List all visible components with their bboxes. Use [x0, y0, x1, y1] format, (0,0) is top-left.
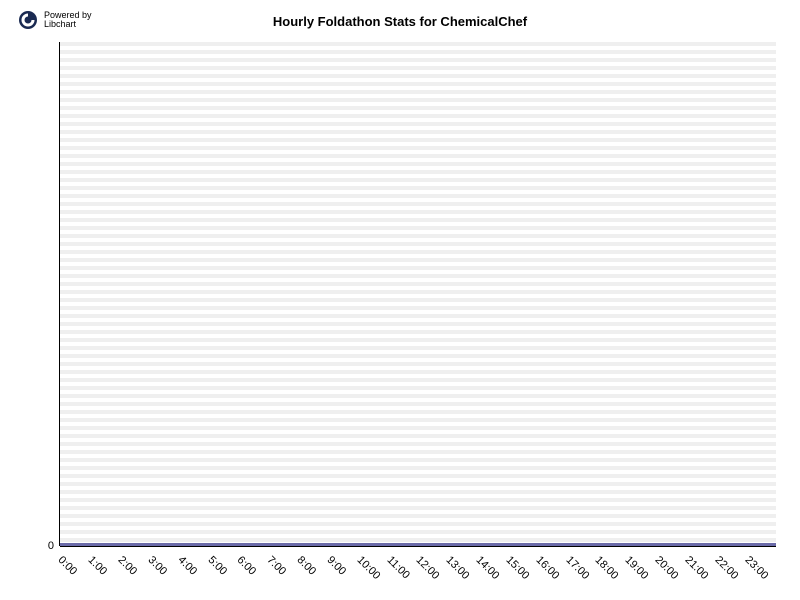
grid-line — [60, 414, 776, 418]
y-axis-line — [59, 42, 60, 546]
grid-line — [60, 302, 776, 306]
x-tick-label: 7:00 — [265, 554, 289, 578]
grid-line — [60, 190, 776, 194]
x-tick-label: 18:00 — [593, 554, 621, 582]
grid-line — [60, 470, 776, 474]
grid-line — [60, 334, 776, 338]
grid-line — [60, 206, 776, 210]
grid-line — [60, 366, 776, 370]
grid-line — [60, 158, 776, 162]
grid-line — [60, 326, 776, 330]
x-tick-label: 21:00 — [682, 554, 710, 582]
x-tick-label: 23:00 — [742, 554, 770, 582]
grid-line — [60, 118, 776, 122]
x-tick-label: 19:00 — [623, 554, 651, 582]
x-tick-label: 6:00 — [235, 554, 259, 578]
x-tick-label: 15:00 — [503, 554, 531, 582]
x-tick-label: 1:00 — [86, 554, 110, 578]
grid-line — [60, 142, 776, 146]
grid-line — [60, 102, 776, 106]
x-tick-label: 14:00 — [474, 554, 502, 582]
grid-line — [60, 262, 776, 266]
grid-line — [60, 86, 776, 90]
grid-line — [60, 382, 776, 386]
grid-line — [60, 342, 776, 346]
grid-line — [60, 214, 776, 218]
x-tick-label: 8:00 — [295, 554, 319, 578]
grid-line — [60, 174, 776, 178]
grid-line — [60, 134, 776, 138]
x-tick-label: 5:00 — [205, 554, 229, 578]
grid-line — [60, 54, 776, 58]
x-tick-label: 20:00 — [653, 554, 681, 582]
grid-line — [60, 150, 776, 154]
x-tick-label: 9:00 — [324, 554, 348, 578]
chart-title: Hourly Foldathon Stats for ChemicalChef — [0, 14, 800, 29]
grid-line — [60, 318, 776, 322]
grid-line — [60, 510, 776, 514]
grid-line — [60, 94, 776, 98]
grid-line — [60, 270, 776, 274]
grid-line — [60, 478, 776, 482]
grid-line — [60, 486, 776, 490]
plot-area — [60, 42, 776, 546]
x-tick-label: 13:00 — [444, 554, 472, 582]
grid-line — [60, 198, 776, 202]
grid-line — [60, 422, 776, 426]
grid-line — [60, 526, 776, 530]
grid-line — [60, 294, 776, 298]
grid-line — [60, 126, 776, 130]
grid-line — [60, 462, 776, 466]
grid-line — [60, 62, 776, 66]
grid-line — [60, 78, 776, 82]
grid-line — [60, 502, 776, 506]
x-tick-label: 4:00 — [175, 554, 199, 578]
grid-line — [60, 254, 776, 258]
x-tick-label: 11:00 — [384, 554, 411, 581]
x-tick-label: 22:00 — [712, 554, 740, 582]
grid-line — [60, 310, 776, 314]
grid-line — [60, 350, 776, 354]
x-tick-label: 16:00 — [533, 554, 561, 582]
grid-line — [60, 438, 776, 442]
grid-line — [60, 534, 776, 538]
grid-line — [60, 494, 776, 498]
x-tick-label: 3:00 — [145, 554, 169, 578]
chart-container: { "logo": { "powered_by": "Powered by", … — [0, 0, 800, 600]
grid-line — [60, 454, 776, 458]
x-tick-label: 10:00 — [354, 554, 382, 582]
grid-line — [60, 358, 776, 362]
grid-line — [60, 446, 776, 450]
grid-line — [60, 182, 776, 186]
grid-line — [60, 230, 776, 234]
x-tick-label: 2:00 — [116, 554, 140, 578]
grid-line — [60, 286, 776, 290]
y-tick-label: 0 — [48, 540, 54, 552]
grid-line — [60, 70, 776, 74]
grid-line — [60, 278, 776, 282]
grid-line — [60, 46, 776, 50]
grid-line — [60, 518, 776, 522]
grid-line — [60, 398, 776, 402]
x-tick-label: 0:00 — [56, 554, 80, 578]
grid-line — [60, 166, 776, 170]
grid-line — [60, 222, 776, 226]
grid-line — [60, 374, 776, 378]
grid-line — [60, 430, 776, 434]
grid-line — [60, 390, 776, 394]
grid-line — [60, 238, 776, 242]
x-axis-line — [60, 546, 776, 547]
x-tick-label: 12:00 — [414, 554, 442, 582]
grid-line — [60, 246, 776, 250]
x-tick-label: 17:00 — [563, 554, 591, 582]
grid-line — [60, 406, 776, 410]
grid-line — [60, 110, 776, 114]
